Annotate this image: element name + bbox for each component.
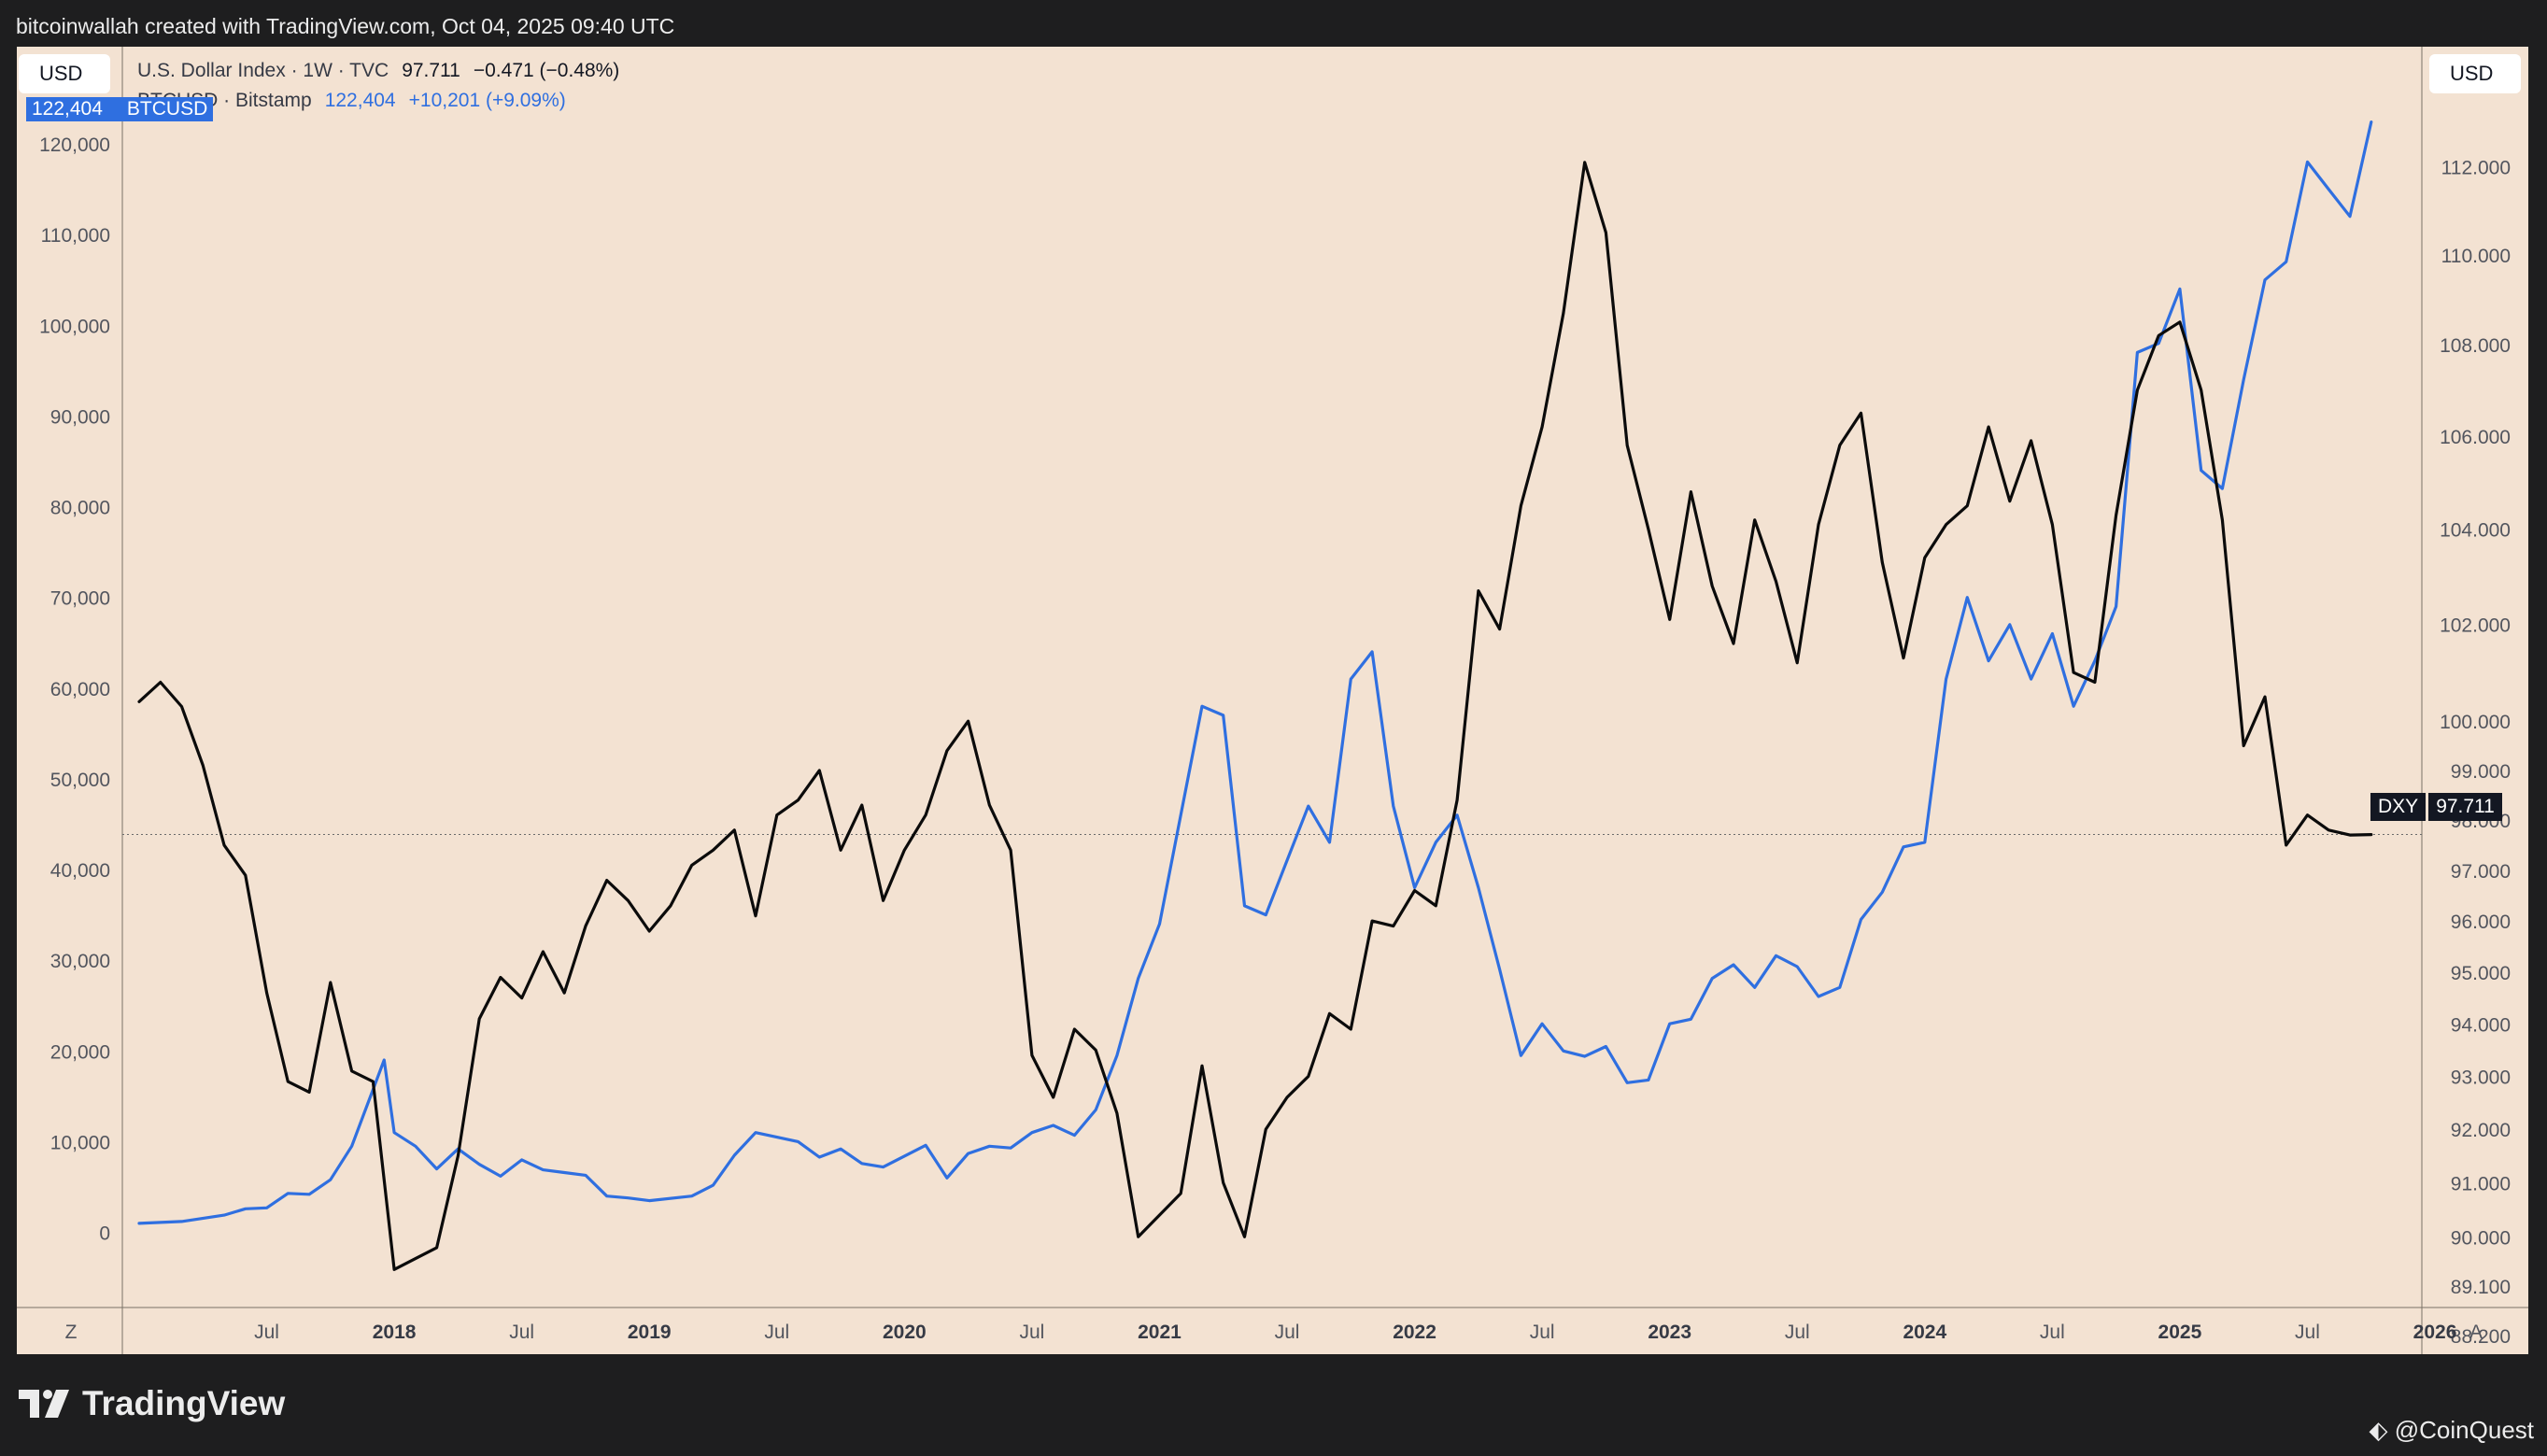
series-line-btcusd[interactable] (137, 120, 2373, 1225)
time-axis-tick-label: 2018 (373, 1322, 417, 1343)
right-axis-tick-label: 100.000 (2440, 712, 2511, 733)
time-axis-tick-label: Jul (254, 1322, 279, 1343)
legend-btc-change: +10,201 (+9.09%) (408, 90, 566, 111)
coinquest-watermark: ⬖ @CoinQuest (2370, 1416, 2534, 1445)
left-axis-tick-label: 30,000 (50, 951, 110, 972)
right-axis-tick-label: 112.000 (2441, 157, 2511, 178)
right-axis-tick-label: 93.000 (2451, 1067, 2511, 1088)
left-axis-tick-label: 120,000 (39, 134, 110, 156)
right-axis-tick-label: 99.000 (2451, 761, 2511, 783)
legend-dxy[interactable]: U.S. Dollar Index · 1W · TVC 97.711 −0.471… (137, 60, 619, 82)
left-axis-tick-label: 60,000 (50, 679, 110, 700)
right-axis-tick-label: 89.100 (2451, 1277, 2511, 1298)
dxy-price-tag: DXY 97.711 (2370, 793, 2507, 821)
left-axis-tick-label: 10,000 (50, 1132, 110, 1153)
left-axis-tick-label: 0 (99, 1223, 110, 1245)
coinquest-text: @CoinQuest (2394, 1416, 2534, 1444)
left-currency-button[interactable]: USD (19, 54, 110, 93)
tradingview-logo[interactable]: TradingView (19, 1384, 285, 1423)
btc-price-tag: 122,404 BTCUSD (26, 97, 213, 121)
right-axis-tick-label: 106.000 (2440, 427, 2511, 448)
left-axis-tick-label: 70,000 (50, 588, 110, 610)
series-line-dxy[interactable] (137, 161, 2373, 1271)
right-axis-tick-label: 88.200 (2451, 1326, 2511, 1348)
right-axis-tick-label: 110.000 (2441, 246, 2511, 267)
left-axis-tick-label: 90,000 (50, 406, 110, 428)
right-axis-tick-label: 90.000 (2451, 1227, 2511, 1249)
time-axis-tick-label: 2025 (2158, 1322, 2202, 1343)
left-axis-tick-label: 110,000 (41, 225, 110, 247)
right-axis-tick-label: 96.000 (2451, 912, 2511, 933)
time-axis-tick-label: Jul (764, 1322, 789, 1343)
time-axis-tick-label: 2020 (883, 1322, 927, 1343)
tradingview-logo-text: TradingView (82, 1384, 286, 1422)
time-axis-tick-label: 2026 (2413, 1322, 2457, 1343)
legend-btc-value: 122,404 (324, 90, 396, 111)
left-axis-tick-label: 80,000 (50, 498, 110, 519)
btc-price-tag-name: BTCUSD (126, 98, 208, 120)
attribution-caption: bitcoinwallah created with TradingView.c… (16, 14, 675, 38)
time-axis-tick-label: Jul (1530, 1322, 1555, 1343)
legend-btc[interactable]: BTCUSD · Bitstamp 122,404 +10,201 (+9.09%) (137, 90, 566, 112)
time-axis-tick-label: 2024 (1903, 1322, 1946, 1343)
right-axis-tick-label: 108.000 (2440, 335, 2511, 357)
right-axis-tick-label: 94.000 (2451, 1014, 2511, 1036)
left-axis-tick-label: 100,000 (39, 316, 110, 337)
time-axis-tick-label: Jul (1019, 1322, 1044, 1343)
auto-scale-corner-button[interactable]: A (2469, 1322, 2483, 1343)
time-axis-tick-label: Jul (1785, 1322, 1810, 1343)
coinquest-icon: ⬖ (2369, 1416, 2395, 1444)
chart-panel[interactable]: 0 10,000 20,000 30,000 40,000 50,000 60,000 70,… (17, 47, 2528, 1354)
right-axis-tick-label: 102.000 (2440, 615, 2511, 636)
tradingview-mark-icon (19, 1390, 69, 1418)
left-axis-tick-label: 40,000 (50, 860, 110, 882)
time-axis-tick-label: Jul (509, 1322, 534, 1343)
chart-canvas[interactable]: 0 10,000 20,000 30,000 40,000 50,000 60,000 70,… (17, 47, 2528, 1354)
time-axis-tick-label: Jul (2040, 1322, 2065, 1343)
legend-dxy-change: −0.471 (−0.48%) (473, 60, 620, 81)
time-axis-tick-label: 2023 (1648, 1322, 1691, 1343)
footer-bar (0, 1354, 2547, 1456)
right-axis-tick-label: 97.000 (2451, 861, 2511, 883)
right-axis-tick-label: 104.000 (2440, 520, 2511, 542)
time-axis-tick-label: 2022 (1393, 1322, 1436, 1343)
btc-price-tag-value: 122,404 (32, 98, 103, 120)
right-axis-tick-label: 92.000 (2451, 1120, 2511, 1141)
time-axis-tick-label: Jul (2295, 1322, 2320, 1343)
time-axis-tick-label: Jul (1275, 1322, 1300, 1343)
right-axis-tick-label: 95.000 (2451, 963, 2511, 984)
time-axis-tick-label: 2021 (1138, 1322, 1182, 1343)
dxy-price-tag-name: DXY (2370, 793, 2427, 821)
right-axis-tick-label: 91.000 (2451, 1173, 2511, 1194)
left-axis-tick-label: 20,000 (50, 1041, 110, 1063)
legend-dxy-title: U.S. Dollar Index · 1W · TVC (137, 60, 389, 81)
left-axis-tick-label: 50,000 (50, 770, 110, 791)
dxy-price-tag-value: 97.711 (2428, 793, 2502, 821)
timezone-corner-button[interactable]: Z (65, 1322, 78, 1343)
legend-dxy-value: 97.711 (402, 60, 460, 81)
time-axis-tick-label: 2019 (628, 1322, 672, 1343)
right-currency-button[interactable]: USD (2429, 54, 2521, 93)
